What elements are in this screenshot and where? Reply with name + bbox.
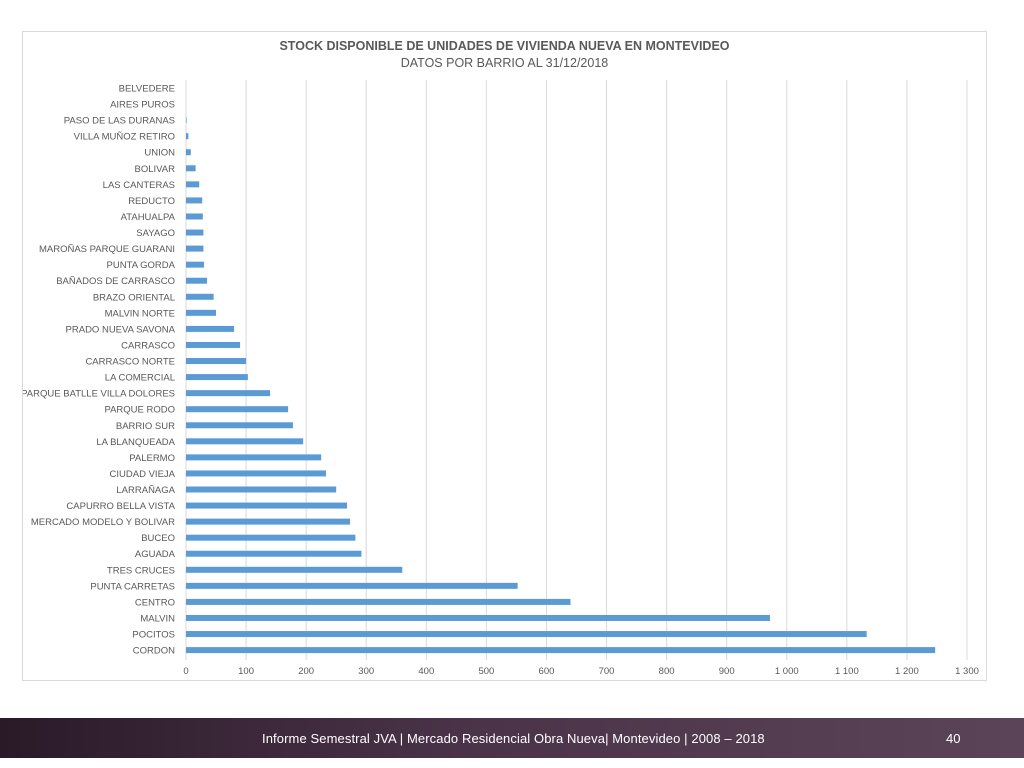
bar <box>186 293 214 300</box>
category-label: PARQUE RODO <box>104 405 175 416</box>
category-label: PARQUE BATLLE VILLA DOLORES <box>23 389 175 400</box>
category-label: POCITOS <box>132 630 175 641</box>
bar <box>186 245 204 252</box>
category-label: PRADO NUEVA SAVONA <box>66 324 176 335</box>
x-tick-label: 700 <box>599 666 615 677</box>
category-label: BOLIVAR <box>135 164 176 175</box>
chart-title: STOCK DISPONIBLE DE UNIDADES DE VIVIENDA… <box>279 39 730 53</box>
bar <box>186 631 867 638</box>
category-label: PUNTA GORDA <box>107 260 176 271</box>
bar <box>186 309 217 316</box>
x-tick-label: 600 <box>539 666 555 677</box>
bar <box>186 518 351 525</box>
category-label: PALERMO <box>129 453 175 464</box>
x-tick-label: 1 200 <box>895 666 919 677</box>
bar <box>186 149 191 156</box>
bar <box>186 406 289 413</box>
bar <box>186 277 208 284</box>
category-label: CARRASCO <box>121 340 175 351</box>
chart-frame: STOCK DISPONIBLE DE UNIDADES DE VIVIENDA… <box>22 31 987 681</box>
bar <box>186 422 293 429</box>
x-tick-label: 200 <box>298 666 314 677</box>
bar <box>186 165 196 172</box>
category-label: BELVEDERE <box>119 84 175 95</box>
x-tick-label: 1 100 <box>835 666 859 677</box>
category-label: SAYAGO <box>136 228 175 239</box>
x-tick-label: 100 <box>238 666 254 677</box>
bar <box>186 181 200 188</box>
footer-text: Informe Semestral JVA | Mercado Residenc… <box>262 731 765 746</box>
category-label: BARRIO SUR <box>116 421 175 432</box>
category-label: CENTRO <box>135 597 175 608</box>
bar <box>186 582 518 589</box>
category-label: LA BLANQUEADA <box>96 437 175 448</box>
category-label: ATAHUALPA <box>121 212 176 223</box>
x-tick-label: 300 <box>358 666 374 677</box>
bar <box>186 213 203 220</box>
bar <box>186 550 362 557</box>
x-tick-label: 800 <box>659 666 675 677</box>
category-label: CAPURRO BELLA VISTA <box>66 501 175 512</box>
bar <box>186 470 326 477</box>
bar <box>186 341 241 348</box>
category-label: TRES CRUCES <box>107 565 175 576</box>
x-tick-label: 0 <box>183 666 188 677</box>
bar-chart: 0 100 200 300 400 500 600 700 800 900 1 000 1 100 1 … <box>23 80 979 677</box>
category-label: AIRES PUROS <box>110 100 175 111</box>
category-label: LAS CANTERAS <box>103 180 175 191</box>
category-label: LARRAÑAGA <box>116 485 175 496</box>
category-label: PASO DE LAS DURANAS <box>64 116 175 127</box>
bar <box>186 390 271 397</box>
x-tick-label: 400 <box>418 666 434 677</box>
bar <box>186 133 189 140</box>
category-label: MALVIN <box>140 613 175 624</box>
category-label: VILLA MUÑOZ RETIRO <box>74 132 175 143</box>
bar <box>186 197 203 204</box>
category-label: BUCEO <box>141 533 175 544</box>
category-label: AGUADA <box>135 549 176 560</box>
category-label: CARRASCO NORTE <box>85 357 175 368</box>
category-label: LA COMERCIAL <box>105 373 175 384</box>
category-label: MALVIN NORTE <box>105 308 175 319</box>
page-number: 40 <box>946 731 961 746</box>
x-tick-label: 1 000 <box>775 666 799 677</box>
footer-band: Informe Semestral JVA | Mercado Residenc… <box>0 718 1024 758</box>
bar <box>186 534 356 541</box>
bar <box>186 438 304 445</box>
bar <box>186 229 204 236</box>
category-label: REDUCTO <box>128 196 175 207</box>
category-label: UNION <box>144 148 175 159</box>
bar <box>186 566 403 573</box>
x-tick-label: 900 <box>719 666 735 677</box>
bar <box>186 502 348 509</box>
bar <box>186 261 205 268</box>
bar <box>186 614 770 621</box>
category-label: CORDON <box>133 646 175 657</box>
bar <box>186 117 187 124</box>
category-label: MERCADO MODELO Y BOLIVAR <box>31 517 175 528</box>
category-label: BAÑADOS DE CARRASCO <box>56 276 175 287</box>
bar <box>186 374 248 381</box>
chart-subtitle: DATOS POR BARRIO AL 31/12/2018 <box>400 56 609 70</box>
bar <box>186 325 235 332</box>
x-tick-label: 500 <box>478 666 494 677</box>
category-label: PUNTA CARRETAS <box>90 581 175 592</box>
category-label: CIUDAD VIEJA <box>110 469 176 480</box>
bar <box>186 486 337 493</box>
bar <box>186 454 322 461</box>
category-label: MAROÑAS PARQUE GUARANI <box>39 244 175 255</box>
bar <box>186 598 571 605</box>
bar <box>186 647 936 654</box>
category-label: BRAZO ORIENTAL <box>93 292 175 303</box>
x-tick-label: 1 300 <box>955 666 979 677</box>
bar <box>186 358 247 365</box>
